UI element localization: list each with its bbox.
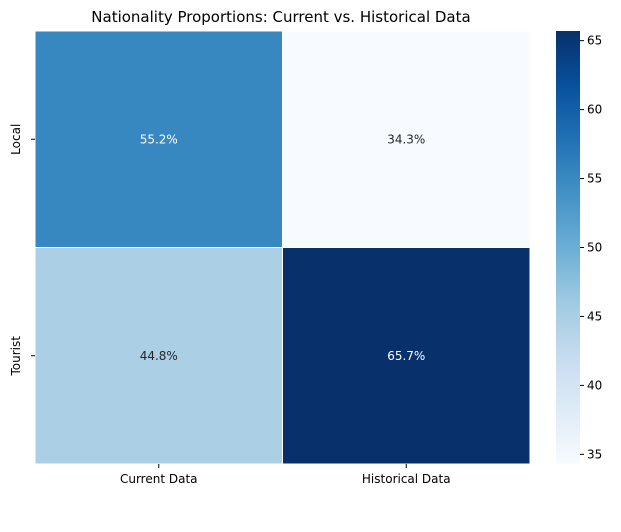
cell-annotation: 44.8% <box>140 349 178 363</box>
colorbar-tick-label: 60 <box>587 103 602 117</box>
chart-title: Nationality Proportions: Current vs. His… <box>91 8 470 26</box>
x-tick-label: Historical Data <box>362 472 451 486</box>
heatmap-cell-tourist-2 <box>282 247 531 465</box>
cell-annotation: 65.7% <box>387 349 425 363</box>
colorbar-tick-label: 45 <box>587 309 602 323</box>
colorbar-tick-label: 55 <box>587 172 602 186</box>
heatmap-cells <box>34 30 531 465</box>
colorbar-tick-label: 40 <box>587 378 602 392</box>
x-axis: Current Data Historical Data <box>120 464 451 486</box>
cell-annotation: 55.2% <box>140 132 178 146</box>
heatmap-cell-local-1 <box>34 30 283 248</box>
colorbar-tick-label: 65 <box>587 34 602 48</box>
heatmap-cell-local-2 <box>282 30 531 248</box>
y-tick-label: Tourist <box>9 336 23 377</box>
heatmap-cell-tourist-1 <box>34 247 283 465</box>
colorbar-ticks: 35 40 45 50 55 60 65 <box>580 34 602 461</box>
colorbar-tick-label: 35 <box>587 447 602 461</box>
colorbar-gradient <box>556 31 580 464</box>
y-tick-label: Local <box>9 124 23 155</box>
colorbar-tick-label: 50 <box>587 241 602 255</box>
y-axis: Local Tourist <box>9 124 35 377</box>
colorbar: 35 40 45 50 55 60 65 <box>556 31 602 464</box>
x-tick-label: Current Data <box>120 472 198 486</box>
cell-annotation: 34.3% <box>387 132 425 146</box>
heatmap-annotations: 55.2% 34.3% 44.8% 65.7% <box>140 132 426 363</box>
